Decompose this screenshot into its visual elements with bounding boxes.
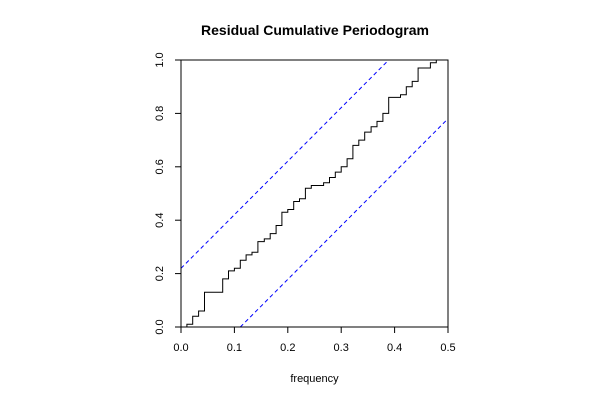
confidence-bound-line: [180, 59, 390, 269]
plot-series: [180, 59, 449, 328]
confidence-bound-line: [239, 118, 449, 328]
x-axis-label: frequency: [290, 373, 339, 385]
x-axis: 0.0 0.1 0.2 0.3 0.4 0.5: [173, 327, 456, 354]
y-axis: 0.0 0.2 0.4 0.6 0.8 1.0: [154, 52, 181, 335]
x-tick-label: 0.3: [334, 342, 349, 354]
x-tick-label: 0.0: [173, 342, 188, 354]
cumulative-periodogram-line: [181, 59, 448, 328]
y-tick-label: 0.2: [154, 266, 166, 281]
y-tick-label: 0.0: [154, 319, 166, 334]
x-tick-label: 0.4: [387, 342, 402, 354]
plot-box: [180, 59, 449, 328]
x-tick-label: 0.5: [440, 342, 455, 354]
chart-title: Residual Cumulative Periodogram: [201, 22, 429, 38]
y-tick-label: 0.8: [154, 106, 166, 121]
x-tick-label: 0.2: [280, 342, 295, 354]
y-tick-label: 1.0: [154, 52, 166, 67]
x-tick-label: 0.1: [227, 342, 242, 354]
y-tick-label: 0.6: [154, 159, 166, 174]
y-tick-label: 0.4: [154, 213, 166, 228]
